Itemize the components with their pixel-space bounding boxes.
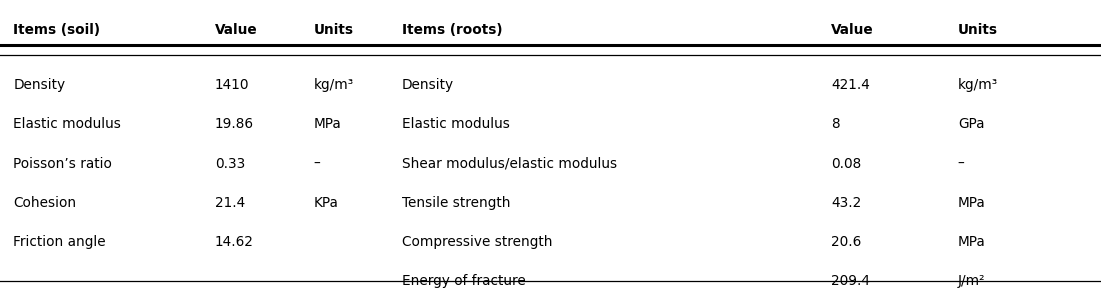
Text: MPa: MPa <box>958 235 985 249</box>
Text: Friction angle: Friction angle <box>13 235 106 249</box>
Text: MPa: MPa <box>314 117 341 131</box>
Text: 0.33: 0.33 <box>215 157 244 171</box>
Text: –: – <box>958 157 964 171</box>
Text: Compressive strength: Compressive strength <box>402 235 553 249</box>
Text: Elastic modulus: Elastic modulus <box>402 117 510 131</box>
Text: Value: Value <box>215 23 258 37</box>
Text: Items (soil): Items (soil) <box>13 23 100 37</box>
Text: –: – <box>314 157 320 171</box>
Text: Density: Density <box>402 78 454 92</box>
Text: Tensile strength: Tensile strength <box>402 196 511 210</box>
Text: kg/m³: kg/m³ <box>958 78 999 92</box>
Text: J/m²: J/m² <box>958 274 985 288</box>
Text: Units: Units <box>314 23 353 37</box>
Text: Items (roots): Items (roots) <box>402 23 502 37</box>
Text: 43.2: 43.2 <box>831 196 861 210</box>
Text: GPa: GPa <box>958 117 984 131</box>
Text: MPa: MPa <box>958 196 985 210</box>
Text: 421.4: 421.4 <box>831 78 870 92</box>
Text: Density: Density <box>13 78 65 92</box>
Text: 209.4: 209.4 <box>831 274 870 288</box>
Text: Units: Units <box>958 23 998 37</box>
Text: KPa: KPa <box>314 196 339 210</box>
Text: Energy of fracture: Energy of fracture <box>402 274 525 288</box>
Text: 20.6: 20.6 <box>831 235 861 249</box>
Text: kg/m³: kg/m³ <box>314 78 355 92</box>
Text: 19.86: 19.86 <box>215 117 253 131</box>
Text: Value: Value <box>831 23 874 37</box>
Text: 8: 8 <box>831 117 840 131</box>
Text: 1410: 1410 <box>215 78 249 92</box>
Text: Elastic modulus: Elastic modulus <box>13 117 121 131</box>
Text: Poisson’s ratio: Poisson’s ratio <box>13 157 112 171</box>
Text: Shear modulus/elastic modulus: Shear modulus/elastic modulus <box>402 157 617 171</box>
Text: 0.08: 0.08 <box>831 157 861 171</box>
Text: 21.4: 21.4 <box>215 196 244 210</box>
Text: 14.62: 14.62 <box>215 235 253 249</box>
Text: Cohesion: Cohesion <box>13 196 76 210</box>
